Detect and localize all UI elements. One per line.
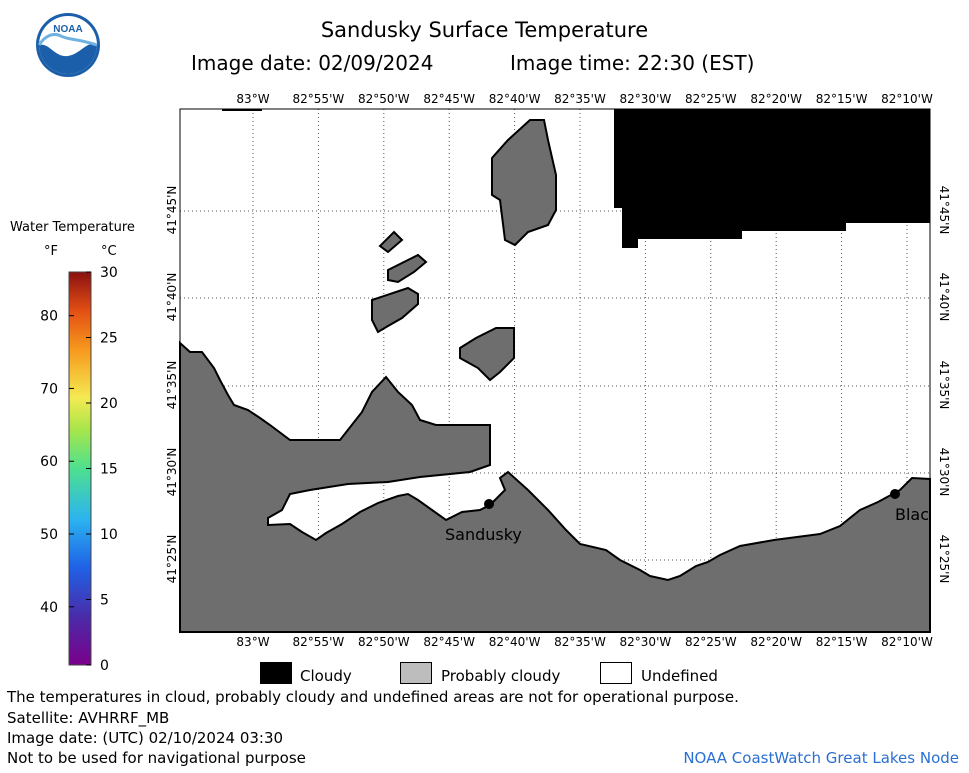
- legend-cloudy-label: Cloudy: [300, 667, 352, 685]
- lon-label-top: 82°10'W: [881, 92, 933, 106]
- lon-label-bottom: 82°40'W: [488, 635, 541, 649]
- colorbar-label-f: 80: [40, 309, 58, 325]
- lat-label-left: 41°35'N: [165, 360, 179, 410]
- lon-label-top: 83°W: [236, 92, 270, 106]
- legend-undefined-swatch: [600, 662, 632, 684]
- lat-label-left: 41°45'N: [165, 185, 179, 235]
- colorbar-label-c: 20: [100, 396, 118, 412]
- land-island-4: [371, 286, 419, 334]
- lon-label-top: 82°20'W: [750, 92, 803, 106]
- lat-label-left: 41°25'N: [165, 534, 179, 584]
- colorbar-label-c: 5: [100, 593, 109, 609]
- footer-utc-date: Image date: (UTC) 02/10/2024 03:30: [7, 729, 284, 747]
- colorbar-label-c: 25: [100, 331, 118, 347]
- land-island-3: [387, 253, 428, 284]
- lat-label-right: 41°30'N: [937, 447, 951, 497]
- page-title: Sandusky Surface Temperature: [320, 18, 649, 42]
- land-mainland: [179, 340, 931, 633]
- noaa-logo: NOAA: [36, 13, 100, 77]
- footer-satellite: Satellite: AVHRRF_MB: [7, 709, 170, 727]
- legend-cloudy-swatch: [260, 662, 292, 684]
- lon-label-top: 82°15'W: [815, 92, 868, 106]
- legend-probably-cloudy-swatch: [400, 662, 432, 684]
- image-time: Image time: 22:30 (EST): [510, 51, 755, 75]
- sandusky-marker: [484, 499, 494, 509]
- lon-label-top: 82°30'W: [619, 92, 672, 106]
- place-label-sandusky: Sandusky: [445, 525, 522, 544]
- lat-label-left: 41°30'N: [165, 447, 179, 497]
- lon-label-bottom: 82°15'W: [815, 635, 868, 649]
- colorbar-label-f: 70: [40, 381, 58, 397]
- lon-label-bottom: 82°10'W: [881, 635, 933, 649]
- lat-label-right: 41°45'N: [937, 185, 951, 235]
- lon-label-bottom: 82°25'W: [684, 635, 737, 649]
- legend-undefined-label: Undefined: [641, 667, 718, 685]
- lon-label-bottom: 82°45'W: [423, 635, 476, 649]
- colorbar-title: Water Temperature: [10, 220, 135, 235]
- lon-label-bottom: 82°35'W: [554, 635, 606, 649]
- lon-label-bottom: 82°50'W: [357, 635, 410, 649]
- footer-nav-warning: Not to be used for navigational purpose: [7, 749, 306, 767]
- lon-label-bottom: 82°20'W: [750, 635, 803, 649]
- lat-label-right: 41°40'N: [937, 272, 951, 322]
- colorbar-label-c: 0: [100, 658, 109, 674]
- lon-label-top: 82°45'W: [423, 92, 476, 106]
- lat-label-left: 41°40'N: [165, 272, 179, 322]
- colorbar-label-c: 30: [100, 265, 118, 281]
- colorbar-unit-c: °C: [101, 244, 117, 259]
- colorbar-label-c: 15: [100, 462, 118, 478]
- lat-label-right: 41°25'N: [937, 534, 951, 584]
- legend-probably-cloudy-label: Probably cloudy: [441, 667, 561, 685]
- land-island-1: [491, 119, 557, 247]
- colorbar-label-f: 40: [40, 600, 58, 616]
- colorbar-label-c: 10: [100, 527, 118, 543]
- lat-label-right: 41°35'N: [937, 360, 951, 410]
- lon-label-bottom: 82°55'W: [292, 635, 345, 649]
- land-island-5: [459, 327, 515, 382]
- colorbar-label-f: 50: [40, 527, 58, 543]
- colorbar: 0 5 10 15 20 25 30 40 50 60 70 80: [40, 265, 118, 674]
- svg-text:NOAA: NOAA: [53, 24, 82, 35]
- cloud-region: [614, 109, 930, 248]
- image-date: Image date: 02/09/2024: [191, 51, 434, 75]
- place-label-blac: Blac: [895, 505, 930, 524]
- footer-credit: NOAA CoastWatch Great Lakes Node: [683, 749, 959, 767]
- lon-label-top: 82°55'W: [292, 92, 345, 106]
- lon-label-top: 82°40'W: [488, 92, 541, 106]
- footer-note: The temperatures in cloud, probably clou…: [7, 688, 739, 706]
- lon-label-top: 82°50'W: [357, 92, 410, 106]
- colorbar-label-f: 60: [40, 454, 58, 470]
- lon-label-top: 82°25'W: [684, 92, 737, 106]
- colorbar-unit-f: °F: [44, 244, 58, 259]
- lon-label-top: 82°35'W: [554, 92, 606, 106]
- lon-label-bottom: 82°30'W: [619, 635, 672, 649]
- lon-label-bottom: 83°W: [236, 635, 270, 649]
- blac-marker: [890, 489, 900, 499]
- land-island-2: [378, 230, 404, 254]
